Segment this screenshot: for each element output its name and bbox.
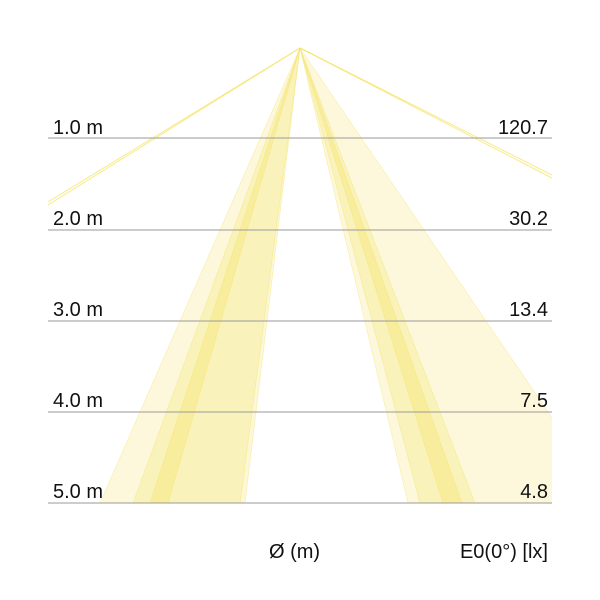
beam-cone [132, 47, 301, 503]
beam-cone [299, 47, 463, 503]
diameter-axis-label: Ø (m) [269, 541, 321, 563]
beam-cone [299, 47, 552, 503]
wide-beam-edge [299, 47, 552, 176]
lux-label: 13.4 [509, 299, 548, 321]
distance-label: 4.0 m [53, 390, 104, 412]
beam-cone [99, 47, 301, 503]
beam-cone [149, 47, 301, 503]
lux-label: 7.5 [520, 390, 548, 412]
lux-label: 4.8 [520, 481, 548, 503]
beam-cone [299, 47, 476, 503]
distance-label: 5.0 m [53, 481, 104, 503]
wide-beam-edge [48, 47, 301, 203]
distance-label: 1.0 m [53, 117, 104, 139]
lux-label: 30.2 [509, 208, 548, 230]
distance-label: 2.0 m [53, 208, 104, 230]
illuminance-axis-label: E0(0°) [lx] [459, 541, 548, 563]
lux-label: 120.7 [497, 117, 548, 139]
distance-label: 3.0 m [53, 299, 104, 321]
